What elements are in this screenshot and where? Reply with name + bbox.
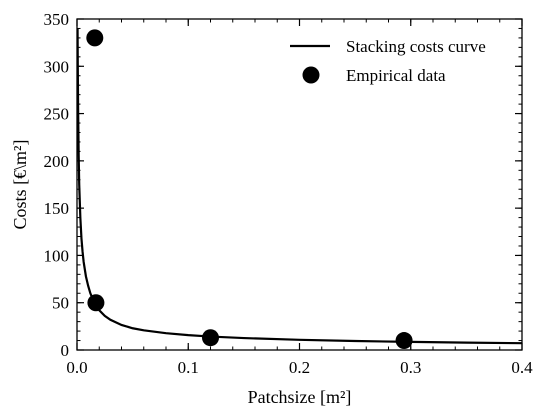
y-tick-label: 50 <box>52 294 69 313</box>
y-tick-label: 300 <box>44 57 70 76</box>
x-tick-label: 0.3 <box>400 358 421 377</box>
x-tick-label: 0.2 <box>289 358 310 377</box>
y-tick-label: 0 <box>61 341 70 360</box>
data-point-empirical <box>202 329 219 347</box>
plot-content <box>77 28 522 350</box>
y-tick-label: 100 <box>44 246 70 265</box>
x-axis-title: Patchsize [m²] <box>248 387 352 407</box>
y-tick-label: 250 <box>44 105 70 124</box>
x-tick-label: 0.4 <box>511 358 533 377</box>
y-axis-title: Costs [€\m²] <box>10 140 30 230</box>
data-point-empirical <box>87 294 105 312</box>
x-tick-label: 0.0 <box>66 358 87 377</box>
y-tick-label: 150 <box>44 199 70 218</box>
series-line-stacking-costs <box>77 28 522 345</box>
legend-label-stacking-costs: Stacking costs curve <box>346 37 486 56</box>
x-tick-label: 0.1 <box>178 358 199 377</box>
legend-label-empirical: Empirical data <box>346 66 446 85</box>
legend: Stacking costs curve Empirical data <box>290 37 486 85</box>
data-point-empirical <box>395 332 413 350</box>
data-point-empirical <box>86 29 104 47</box>
legend-dot-swatch <box>302 66 320 84</box>
plot-frame <box>76 18 523 351</box>
x-axis-ticks: 0.0 0.1 0.2 0.3 0.4 <box>66 19 533 377</box>
y-tick-label: 200 <box>44 152 70 171</box>
y-tick-label: 350 <box>44 10 70 29</box>
y-axis-ticks: 0 50 100 150 200 250 300 350 <box>44 10 522 360</box>
